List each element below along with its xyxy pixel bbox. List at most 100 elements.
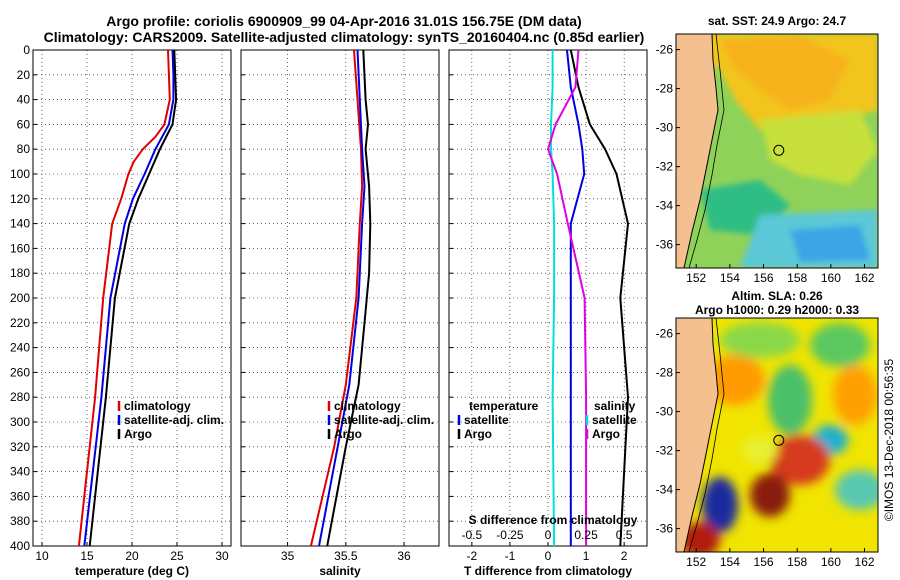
diff-x2tick-label-2: 0 <box>545 528 552 542</box>
depth-contour <box>688 34 725 268</box>
sst-map-frame <box>675 33 879 269</box>
temperature-line-2 <box>88 50 178 546</box>
salinity-series <box>309 50 372 546</box>
sst-map-lon-label-3: 158 <box>787 271 807 285</box>
salinity-line-0 <box>309 50 364 546</box>
diff-x2tick-label-3: 0.25 <box>574 528 598 542</box>
depth-tick-label-380: 380 <box>10 514 30 528</box>
sla-map-lat-label-0: -26 <box>656 327 674 341</box>
sst-warmer-core <box>720 36 850 110</box>
sst-map-lon-label-2: 156 <box>754 271 774 285</box>
depth-tick-label-320: 320 <box>10 440 30 454</box>
sst-map-lon-label-1: 154 <box>720 271 740 285</box>
diff-legend-t-label-1: Argo <box>464 427 492 441</box>
profile-panels: 0204060801001201401601802002202402602803… <box>10 43 648 578</box>
temperature-panel: 0 20 40 60 80 100 120 140 160 180 200 220 240 260 280 3… <box>10 43 232 578</box>
sla-map-field <box>676 318 878 552</box>
temperature-xtick-label-4: 30 <box>215 549 229 563</box>
sla-map-lat-label-3: -32 <box>656 444 674 458</box>
difference-line-3 <box>547 50 588 546</box>
difference-xlabel: T difference from climatology <box>464 564 632 578</box>
sla-map-frame <box>675 317 879 553</box>
depth-tick-label-180: 180 <box>10 266 30 280</box>
sla-map-lon-label-5: 162 <box>855 555 875 569</box>
depth-tick-label-140: 140 <box>10 217 30 231</box>
salinity-frame <box>240 49 440 547</box>
salinity-line-1 <box>318 50 366 546</box>
sla-map-title-line2: Argo h1000: 0.29 h2000: 0.33 <box>695 303 859 317</box>
depth-tick-label-100: 100 <box>10 167 30 181</box>
difference-xtick-label-2: 0 <box>545 549 552 563</box>
depth-tick-label-360: 360 <box>10 489 30 503</box>
sla-map-lon-label-4: 160 <box>821 555 841 569</box>
depth-tick-label-400: 400 <box>10 539 30 553</box>
salinity-xtick-label-2: 36 <box>397 549 411 563</box>
figure-title-line1: Argo profile: coriolis 6900909_99 04-Apr… <box>106 13 581 29</box>
salinity-xlabel: salinity <box>319 564 361 578</box>
sla-map-ticks: 152 154 156 158 160 162 -26 -28 -30 -32 -34 -36 <box>656 327 875 569</box>
depth-tick-label-340: 340 <box>10 465 30 479</box>
diff-x2label: S difference from climatology <box>469 513 638 527</box>
difference-xtick-label-1: -1 <box>505 549 516 563</box>
sst-map-lat-label-4: -34 <box>656 199 674 213</box>
temperature-series <box>77 50 178 546</box>
temperature-xtick-label-2: 20 <box>125 549 139 563</box>
diff-legend-s-label-0: satellite <box>592 413 637 427</box>
depth-tick-label-40: 40 <box>17 93 31 107</box>
temperature-xtick-label-0: 10 <box>35 549 49 563</box>
difference-xtick-label-4: 2 <box>621 549 628 563</box>
depth-tick-label-220: 220 <box>10 316 30 330</box>
sst-map-lat-label-5: -36 <box>656 238 674 252</box>
depth-tick-label-20: 20 <box>17 68 31 82</box>
sla-map-lon-label-2: 156 <box>754 555 774 569</box>
depth-tick-label-300: 300 <box>10 415 30 429</box>
argo-position-marker <box>773 144 785 156</box>
australia-land-sla <box>676 318 719 552</box>
sst-map-field <box>676 34 878 268</box>
sst-map-panel: sat. SST: 24.9 Argo: 24.7 152 154 156 158 16… <box>656 14 879 285</box>
diff-legend-t-label-0: satellite <box>464 413 509 427</box>
depth-tick-label-0: 0 <box>23 43 30 57</box>
difference-line-0 <box>566 50 586 546</box>
imos-timestamp: ©IMOS 13-Dec-2018 00:56:35 <box>882 359 896 522</box>
argo-position-marker-sla <box>773 434 785 446</box>
temperature-legend-label-2: Argo <box>124 427 152 441</box>
temperature-legend-label-0: climatology <box>124 399 191 413</box>
diff-legend-salinity-title: salinity <box>594 399 636 413</box>
sst-map-lat-label-3: -32 <box>656 160 674 174</box>
sla-map-lat-label-5: -36 <box>656 522 674 536</box>
temperature-legend-label-1: satellite-adj. clim. <box>124 413 224 427</box>
depth-tick-label-280: 280 <box>10 390 30 404</box>
salinity-legend-label-1: satellite-adj. clim. <box>334 413 434 427</box>
sla-map-lon-label-1: 154 <box>720 555 740 569</box>
sst-map-lon-label-0: 152 <box>686 271 706 285</box>
depth-tick-label-120: 120 <box>10 192 30 206</box>
salinity-xtick-label-0: 35 <box>281 549 295 563</box>
difference-line-1 <box>569 50 629 546</box>
sla-map-lat-label-4: -34 <box>656 483 674 497</box>
depth-tick-label-160: 160 <box>10 241 30 255</box>
difference-xtick-label-0: -2 <box>467 549 478 563</box>
sst-map-lon-label-5: 162 <box>855 271 875 285</box>
sst-coldest-region <box>790 225 870 262</box>
difference-panel: -2 -1 0 1 2T difference from climatology temp… <box>448 49 648 578</box>
sst-map-ticks: 152 154 156 158 160 162 -26 -28 -30 -32 -34 -36 <box>656 43 875 285</box>
sla-map-lat-label-2: -30 <box>656 405 674 419</box>
sst-map-lat-label-2: -30 <box>656 121 674 135</box>
sst-mid-region <box>760 110 878 185</box>
diff-x2tick-label-1: -0.25 <box>496 528 524 542</box>
temperature-xtick-label-3: 25 <box>170 549 184 563</box>
temperature-line-0 <box>77 50 171 546</box>
depth-tick-label-80: 80 <box>17 142 31 156</box>
salinity-legend-label-0: climatology <box>334 399 401 413</box>
salinity-panel: 35 35.5 36 salinity climatologysatellite-adj… <box>240 49 440 578</box>
depth-contour-sla <box>688 318 725 552</box>
sla-map-lat-label-1: -28 <box>656 366 674 380</box>
sla-map-lon-label-0: 152 <box>686 555 706 569</box>
temperature-xtick-label-1: 15 <box>80 549 94 563</box>
salinity-line-2 <box>326 50 372 546</box>
difference-line-2 <box>550 50 556 546</box>
difference-xtick-label-3: 1 <box>583 549 590 563</box>
sst-map-lat-label-1: -28 <box>656 82 674 96</box>
